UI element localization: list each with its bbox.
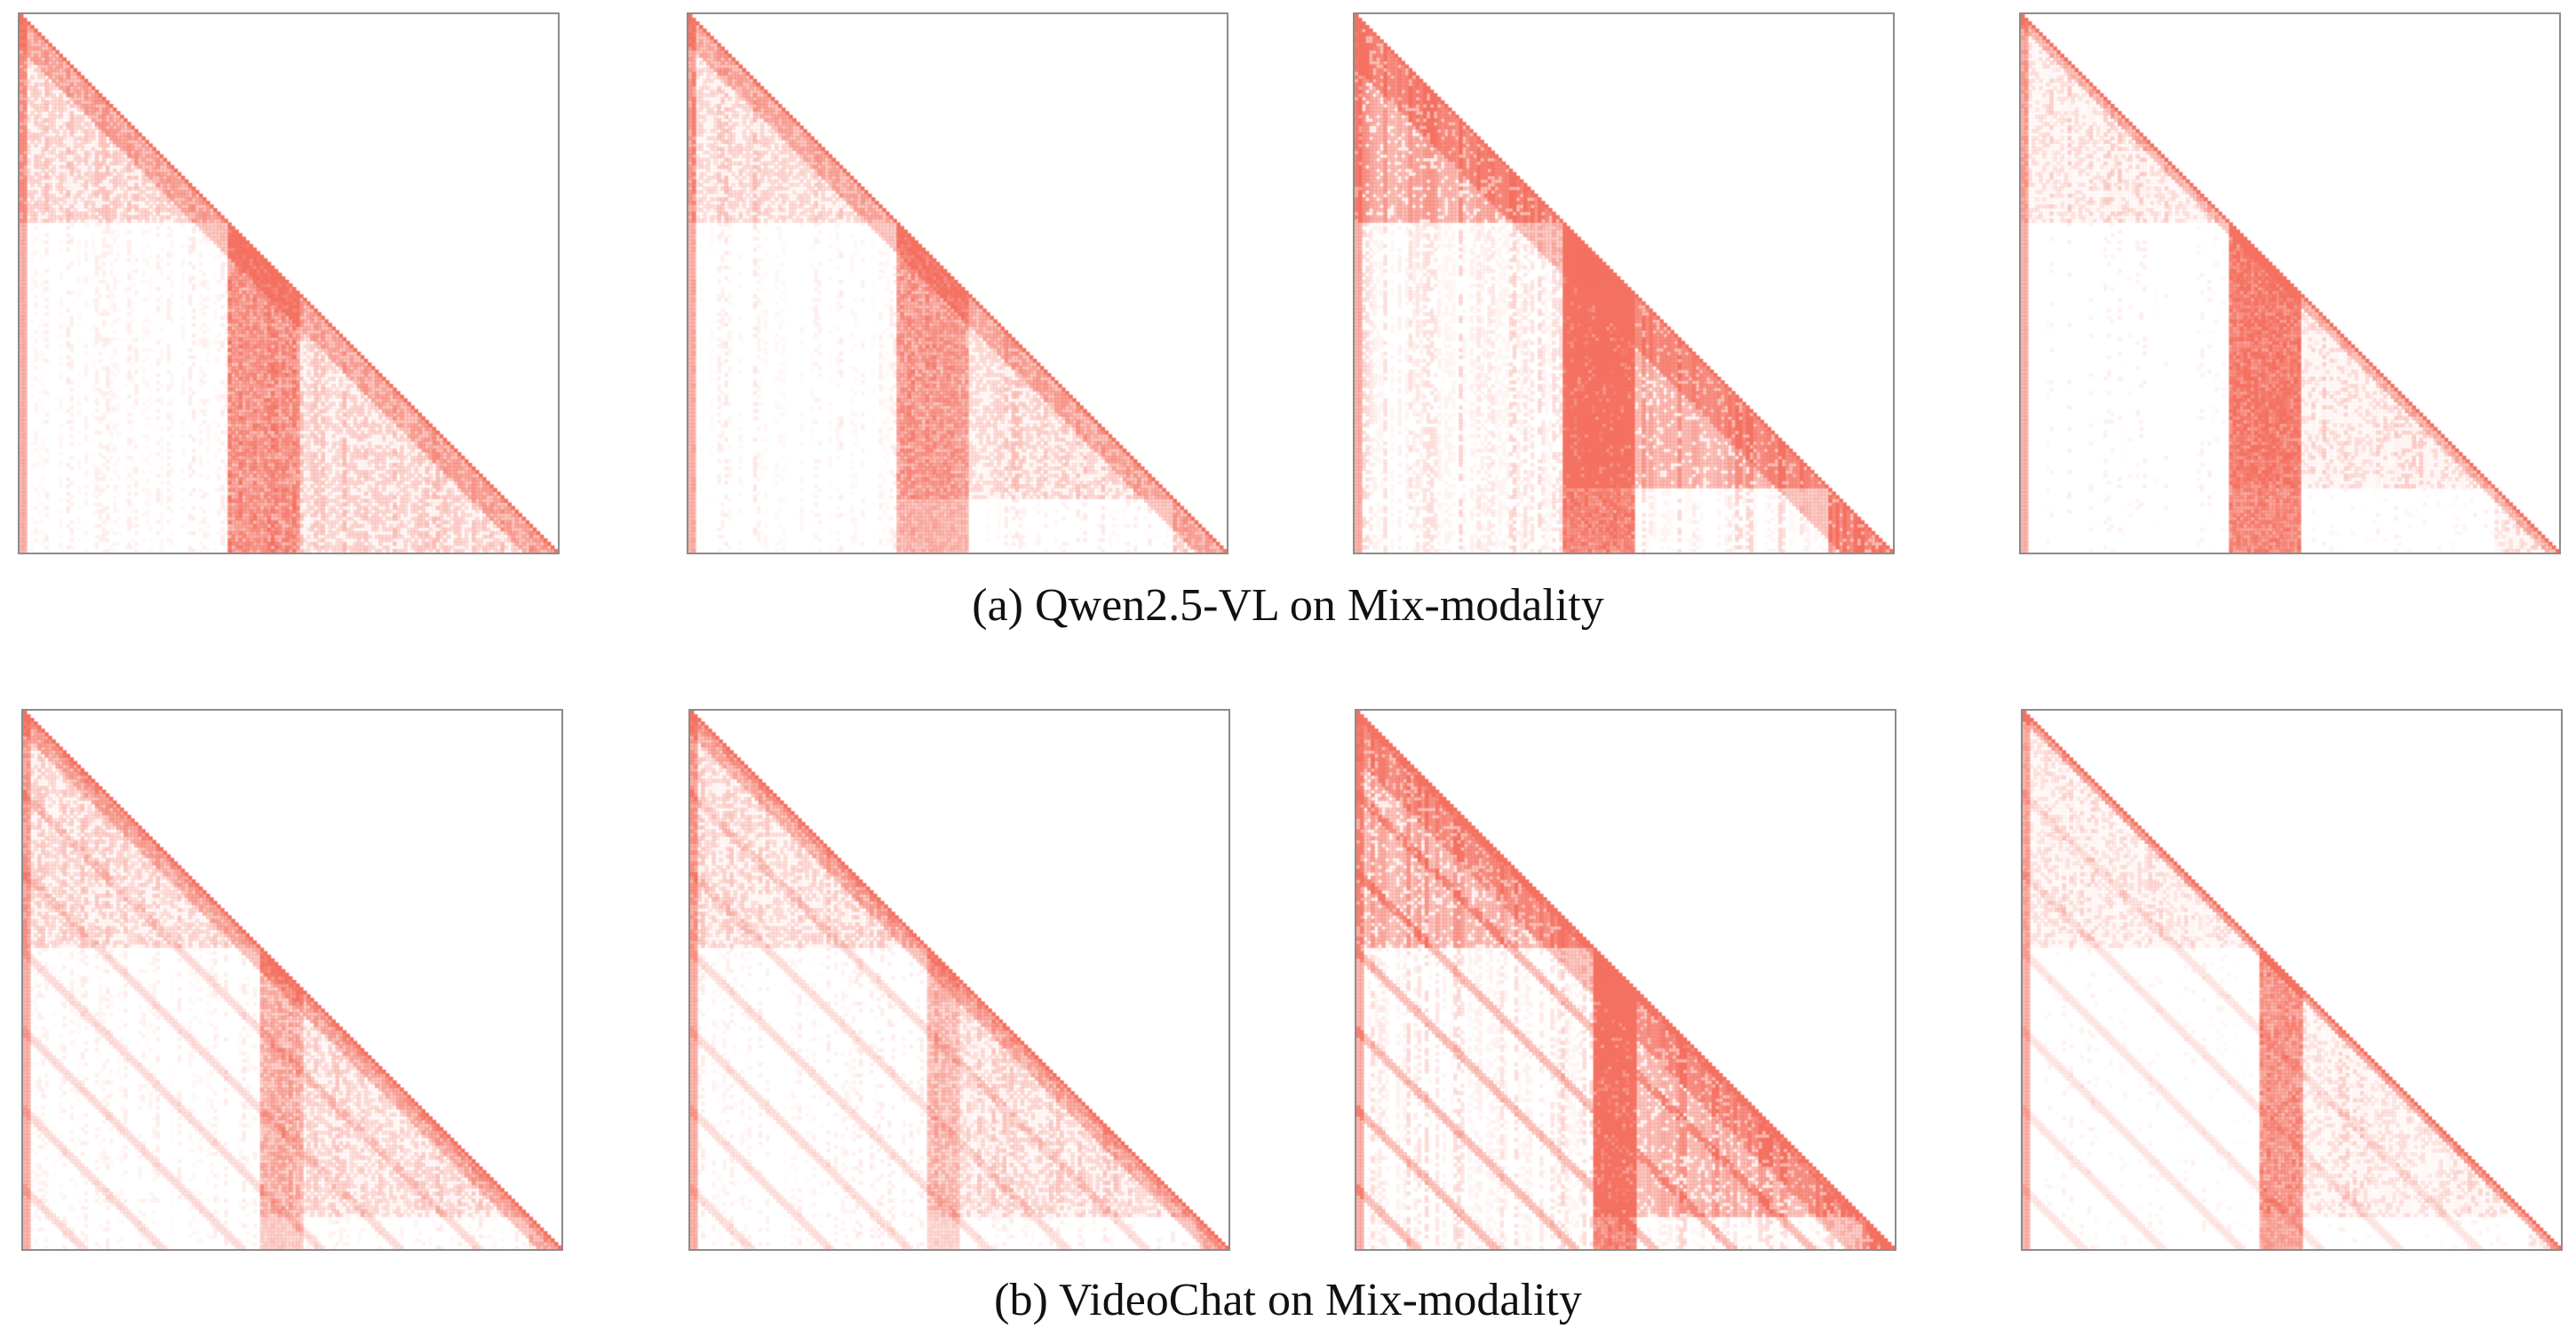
attention-map-qwen-3 [1353,12,1895,554]
attention-map-qwen-2 [687,12,1228,554]
attention-map-videochat-3 [1355,709,1896,1251]
caption-b: (b) VideoChat on Mix-modality [994,1275,1582,1325]
attention-map-videochat-2 [688,709,1230,1251]
attention-map-qwen-1 [18,12,560,554]
attention-map-videochat-1 [21,709,563,1251]
attention-map-videochat-4 [2021,709,2563,1251]
attention-map-qwen-4 [2019,12,2561,554]
caption-a: (a) Qwen2.5-VL on Mix-modality [972,580,1604,631]
